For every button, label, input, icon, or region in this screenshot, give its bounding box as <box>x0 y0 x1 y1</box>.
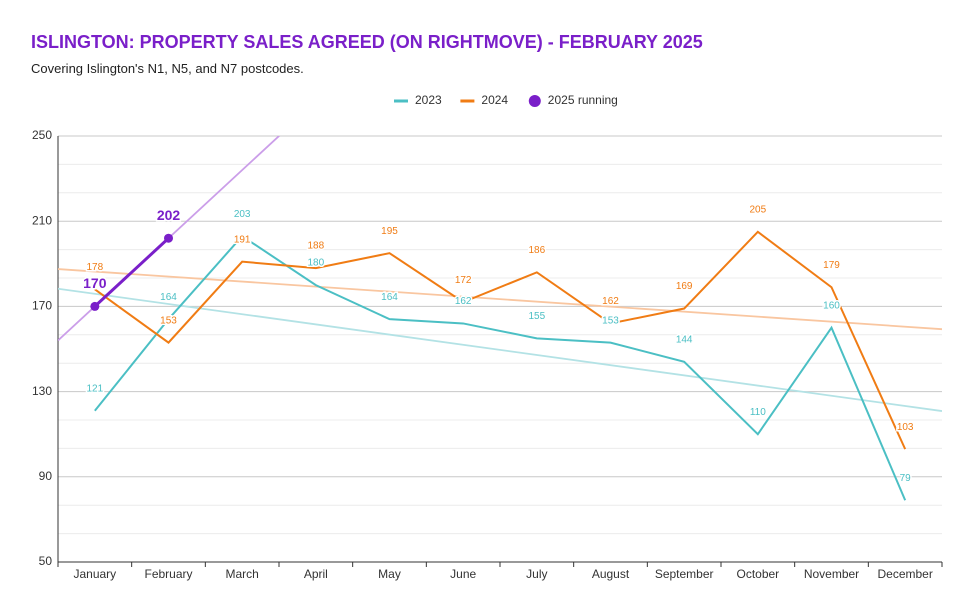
data-label: 180 <box>307 258 324 269</box>
x-tick-label: April <box>304 567 328 581</box>
data-label: 103 <box>897 422 914 433</box>
x-tick-label: November <box>804 567 859 581</box>
data-label: 203 <box>234 209 251 220</box>
data-label: 172 <box>455 275 472 286</box>
x-tick-label: September <box>655 567 714 581</box>
x-tick-label: July <box>526 567 547 581</box>
data-label: 170 <box>83 275 107 291</box>
chart-title: ISLINGTON: PROPERTY SALES AGREED (ON RIG… <box>31 32 703 52</box>
legend-label: 2025 running <box>548 93 618 107</box>
x-tick-label: February <box>144 567 192 581</box>
data-label: 79 <box>900 473 912 484</box>
x-tick-label: January <box>73 567 116 581</box>
data-label: 178 <box>86 262 103 273</box>
x-tick-label: October <box>736 567 779 581</box>
y-tick-label: 210 <box>32 213 52 227</box>
trend-line <box>58 287 942 412</box>
data-label: 153 <box>602 315 619 326</box>
data-label: 155 <box>528 311 545 322</box>
y-tick-label: 50 <box>39 554 53 568</box>
data-label: 179 <box>823 260 840 271</box>
data-label: 121 <box>86 383 103 394</box>
legend-marker <box>528 95 541 107</box>
data-label: 160 <box>823 300 840 311</box>
data-label: 153 <box>160 315 177 326</box>
data-label: 164 <box>160 292 177 303</box>
point-marker <box>164 233 173 243</box>
legend-label: 2024 <box>481 93 508 107</box>
x-tick-label: December <box>877 567 932 581</box>
x-tick-label: March <box>225 567 258 581</box>
y-tick-label: 170 <box>32 299 52 313</box>
x-tick-label: June <box>450 567 476 581</box>
y-tick-label: 130 <box>32 384 52 398</box>
legend-label: 2023 <box>415 93 442 107</box>
data-label: 188 <box>307 241 324 252</box>
trend-line <box>58 136 281 342</box>
data-labels: 121 164 203 180 164 162 155 153 144 110 160 79 178 15… <box>82 203 916 485</box>
data-label: 195 <box>381 226 398 237</box>
data-label: 186 <box>528 245 545 256</box>
data-label: 110 <box>750 407 766 418</box>
point-marker <box>90 301 100 311</box>
data-label: 162 <box>455 296 472 307</box>
data-label: 191 <box>234 234 251 245</box>
grid: 50 90 130 170 210 250 January February March Apri… <box>32 128 943 581</box>
data-label: 162 <box>602 296 619 307</box>
x-tick-label: August <box>592 567 630 581</box>
x-tick-label: May <box>378 567 401 581</box>
series-lines <box>90 230 907 501</box>
legend: 2023 2024 2025 running <box>394 93 618 107</box>
data-label: 202 <box>157 207 181 223</box>
chart-subtitle: Covering Islington's N1, N5, and N7 post… <box>31 61 304 76</box>
data-label: 164 <box>381 292 398 303</box>
series-line <box>94 230 907 450</box>
y-tick-label: 250 <box>32 128 52 142</box>
series-line <box>94 234 907 501</box>
data-label: 205 <box>749 204 766 215</box>
data-label: 144 <box>676 334 693 345</box>
series-line <box>93 237 170 308</box>
data-label: 169 <box>676 281 693 292</box>
y-tick-label: 90 <box>39 469 53 483</box>
